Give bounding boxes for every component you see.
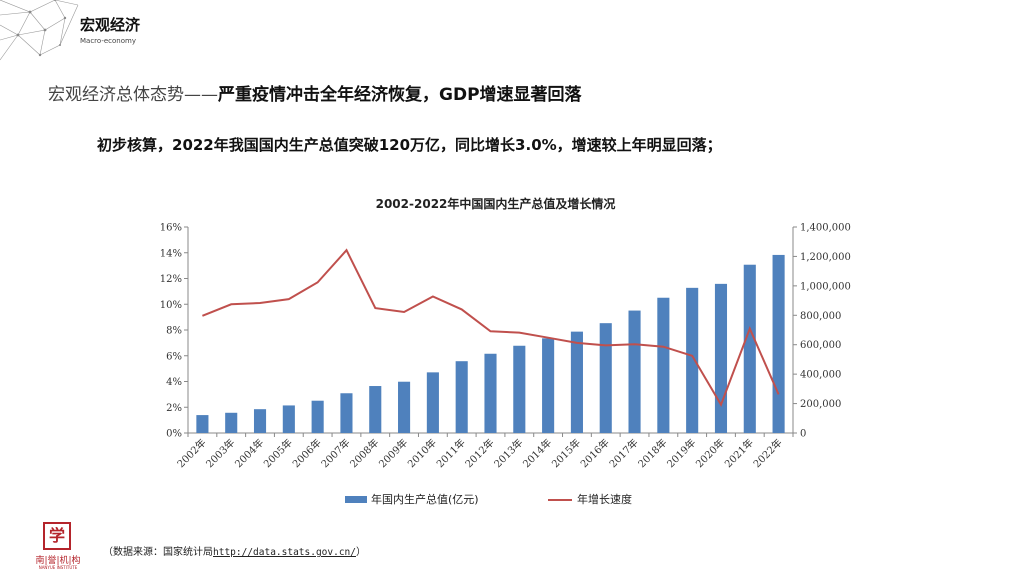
x-tick-label: 2009年 bbox=[376, 436, 410, 470]
y-right-tick-label: 600,000 bbox=[800, 340, 841, 351]
section-title: 宏观经济 bbox=[80, 16, 141, 34]
gdp-bar bbox=[311, 400, 324, 433]
y-left-tick-label: 16% bbox=[160, 223, 182, 234]
gdp-bar bbox=[628, 310, 641, 433]
gdp-bar bbox=[772, 254, 785, 433]
gdp-chart: 2002-2022年中国国内生产总值及增长情况 0% 2% 4% 6% 8% 10% 12% 1… bbox=[160, 196, 851, 506]
x-tick-label: 2016年 bbox=[578, 436, 612, 470]
gdp-bar bbox=[282, 405, 295, 433]
gdp-bar bbox=[686, 287, 699, 433]
y-right-tick-label: 1,200,000 bbox=[800, 252, 851, 263]
x-tick-label: 2004年 bbox=[232, 436, 266, 470]
data-source: （数据来源：国家统计局http://data.stats.gov.cn/） bbox=[103, 543, 366, 558]
corner-network-pattern bbox=[0, 0, 79, 61]
x-tick-label: 2019年 bbox=[664, 436, 698, 470]
x-tick-label: 2013年 bbox=[491, 436, 525, 470]
y-right-tick-label: 1,000,000 bbox=[800, 281, 851, 292]
org-logo: 学 南|誉|机|构 NANYUE INSTITUTE bbox=[28, 522, 88, 572]
gdp-bar bbox=[253, 409, 267, 433]
y-left-tick-label: 0% bbox=[166, 429, 182, 440]
x-tick-label: 2008年 bbox=[347, 436, 381, 470]
source-link[interactable]: http://data.stats.gov.cn/ bbox=[213, 547, 356, 558]
x-tick-label: 2022年 bbox=[750, 436, 784, 470]
y-left-tick-label: 4% bbox=[166, 377, 182, 388]
x-tick-label: 2020年 bbox=[693, 436, 727, 470]
y-left-tick-label: 2% bbox=[166, 403, 182, 414]
gdp-bar bbox=[455, 361, 468, 433]
slide-headline: 宏观经济总体态势——严重疫情冲击全年经济恢复，GDP增速显著回落 bbox=[48, 80, 582, 105]
source-close: ） bbox=[356, 547, 366, 558]
source-label: （数据来源：国家统计局 bbox=[103, 547, 213, 558]
gdp-bar bbox=[743, 264, 756, 433]
y-right-tick-label: 400,000 bbox=[800, 370, 841, 381]
y-left-tick-label: 6% bbox=[166, 351, 182, 362]
y-left-tick-label: 8% bbox=[166, 326, 182, 337]
growth-rate-line bbox=[202, 248, 780, 408]
x-tick-label: 2015年 bbox=[549, 436, 583, 470]
x-tick-label: 2018年 bbox=[635, 436, 669, 470]
gdp-bar bbox=[369, 386, 382, 433]
y-right-tick-label: 1,400,000 bbox=[800, 223, 851, 234]
legend-swatch-gdp bbox=[345, 496, 367, 503]
y-right-tick-label: 0 bbox=[800, 429, 806, 440]
logo-mark: 学 bbox=[43, 522, 71, 550]
headline-emphasis: 严重疫情冲击 bbox=[218, 85, 320, 105]
chart-title: 2002-2022年中国国内生产总值及增长情况 bbox=[376, 196, 616, 211]
gdp-bar bbox=[542, 338, 555, 433]
y-left-tick-label: 10% bbox=[160, 300, 182, 311]
gdp-bar bbox=[714, 283, 728, 433]
headline-lead: 宏观经济总体态势—— bbox=[48, 85, 218, 105]
x-tick-label: 2010年 bbox=[405, 436, 439, 470]
section-subtitle: Macro-economy bbox=[80, 37, 136, 45]
y-left-tick-label: 14% bbox=[160, 248, 182, 259]
summary-text: 初步核算，2022年我国国内生产总值突破120万亿，同比增长3.0%，增速较上年… bbox=[97, 136, 722, 154]
y-left-tick-label: 12% bbox=[160, 274, 182, 285]
x-tick-label: 2006年 bbox=[290, 436, 324, 470]
x-tick-label: 2003年 bbox=[203, 436, 237, 470]
x-tick-label: 2002年 bbox=[174, 436, 208, 470]
x-tick-label: 2017年 bbox=[606, 436, 640, 470]
gdp-bar bbox=[657, 297, 670, 433]
logo-english: NANYUE INSTITUTE bbox=[38, 565, 78, 570]
x-tick-label: 2011年 bbox=[434, 436, 468, 470]
x-tick-label: 2007年 bbox=[318, 436, 352, 470]
gdp-bar bbox=[426, 372, 439, 433]
x-tick-label: 2012年 bbox=[462, 436, 496, 470]
gdp-bar bbox=[196, 415, 209, 433]
gdp-bar bbox=[513, 345, 526, 433]
gdp-bar bbox=[398, 381, 411, 433]
gdp-bar bbox=[340, 393, 353, 433]
x-tick-label: 2005年 bbox=[261, 436, 295, 470]
headline-rest: 全年经济恢复，GDP增速显著回落 bbox=[320, 85, 582, 105]
gdp-bar bbox=[484, 353, 497, 433]
gdp-bar bbox=[570, 331, 583, 433]
y-right-tick-label: 800,000 bbox=[800, 311, 841, 322]
legend-label-gdp: 年国内生产总值(亿元) bbox=[371, 492, 479, 506]
legend-label-growth: 年增长速度 bbox=[577, 492, 632, 506]
logo-name: 南|誉|机|构 bbox=[35, 556, 81, 566]
gdp-bar bbox=[599, 323, 612, 433]
gdp-bar bbox=[225, 412, 238, 433]
x-tick-label: 2021年 bbox=[722, 436, 756, 470]
x-tick-label: 2014年 bbox=[520, 436, 554, 470]
y-right-tick-label: 200,000 bbox=[800, 399, 841, 410]
